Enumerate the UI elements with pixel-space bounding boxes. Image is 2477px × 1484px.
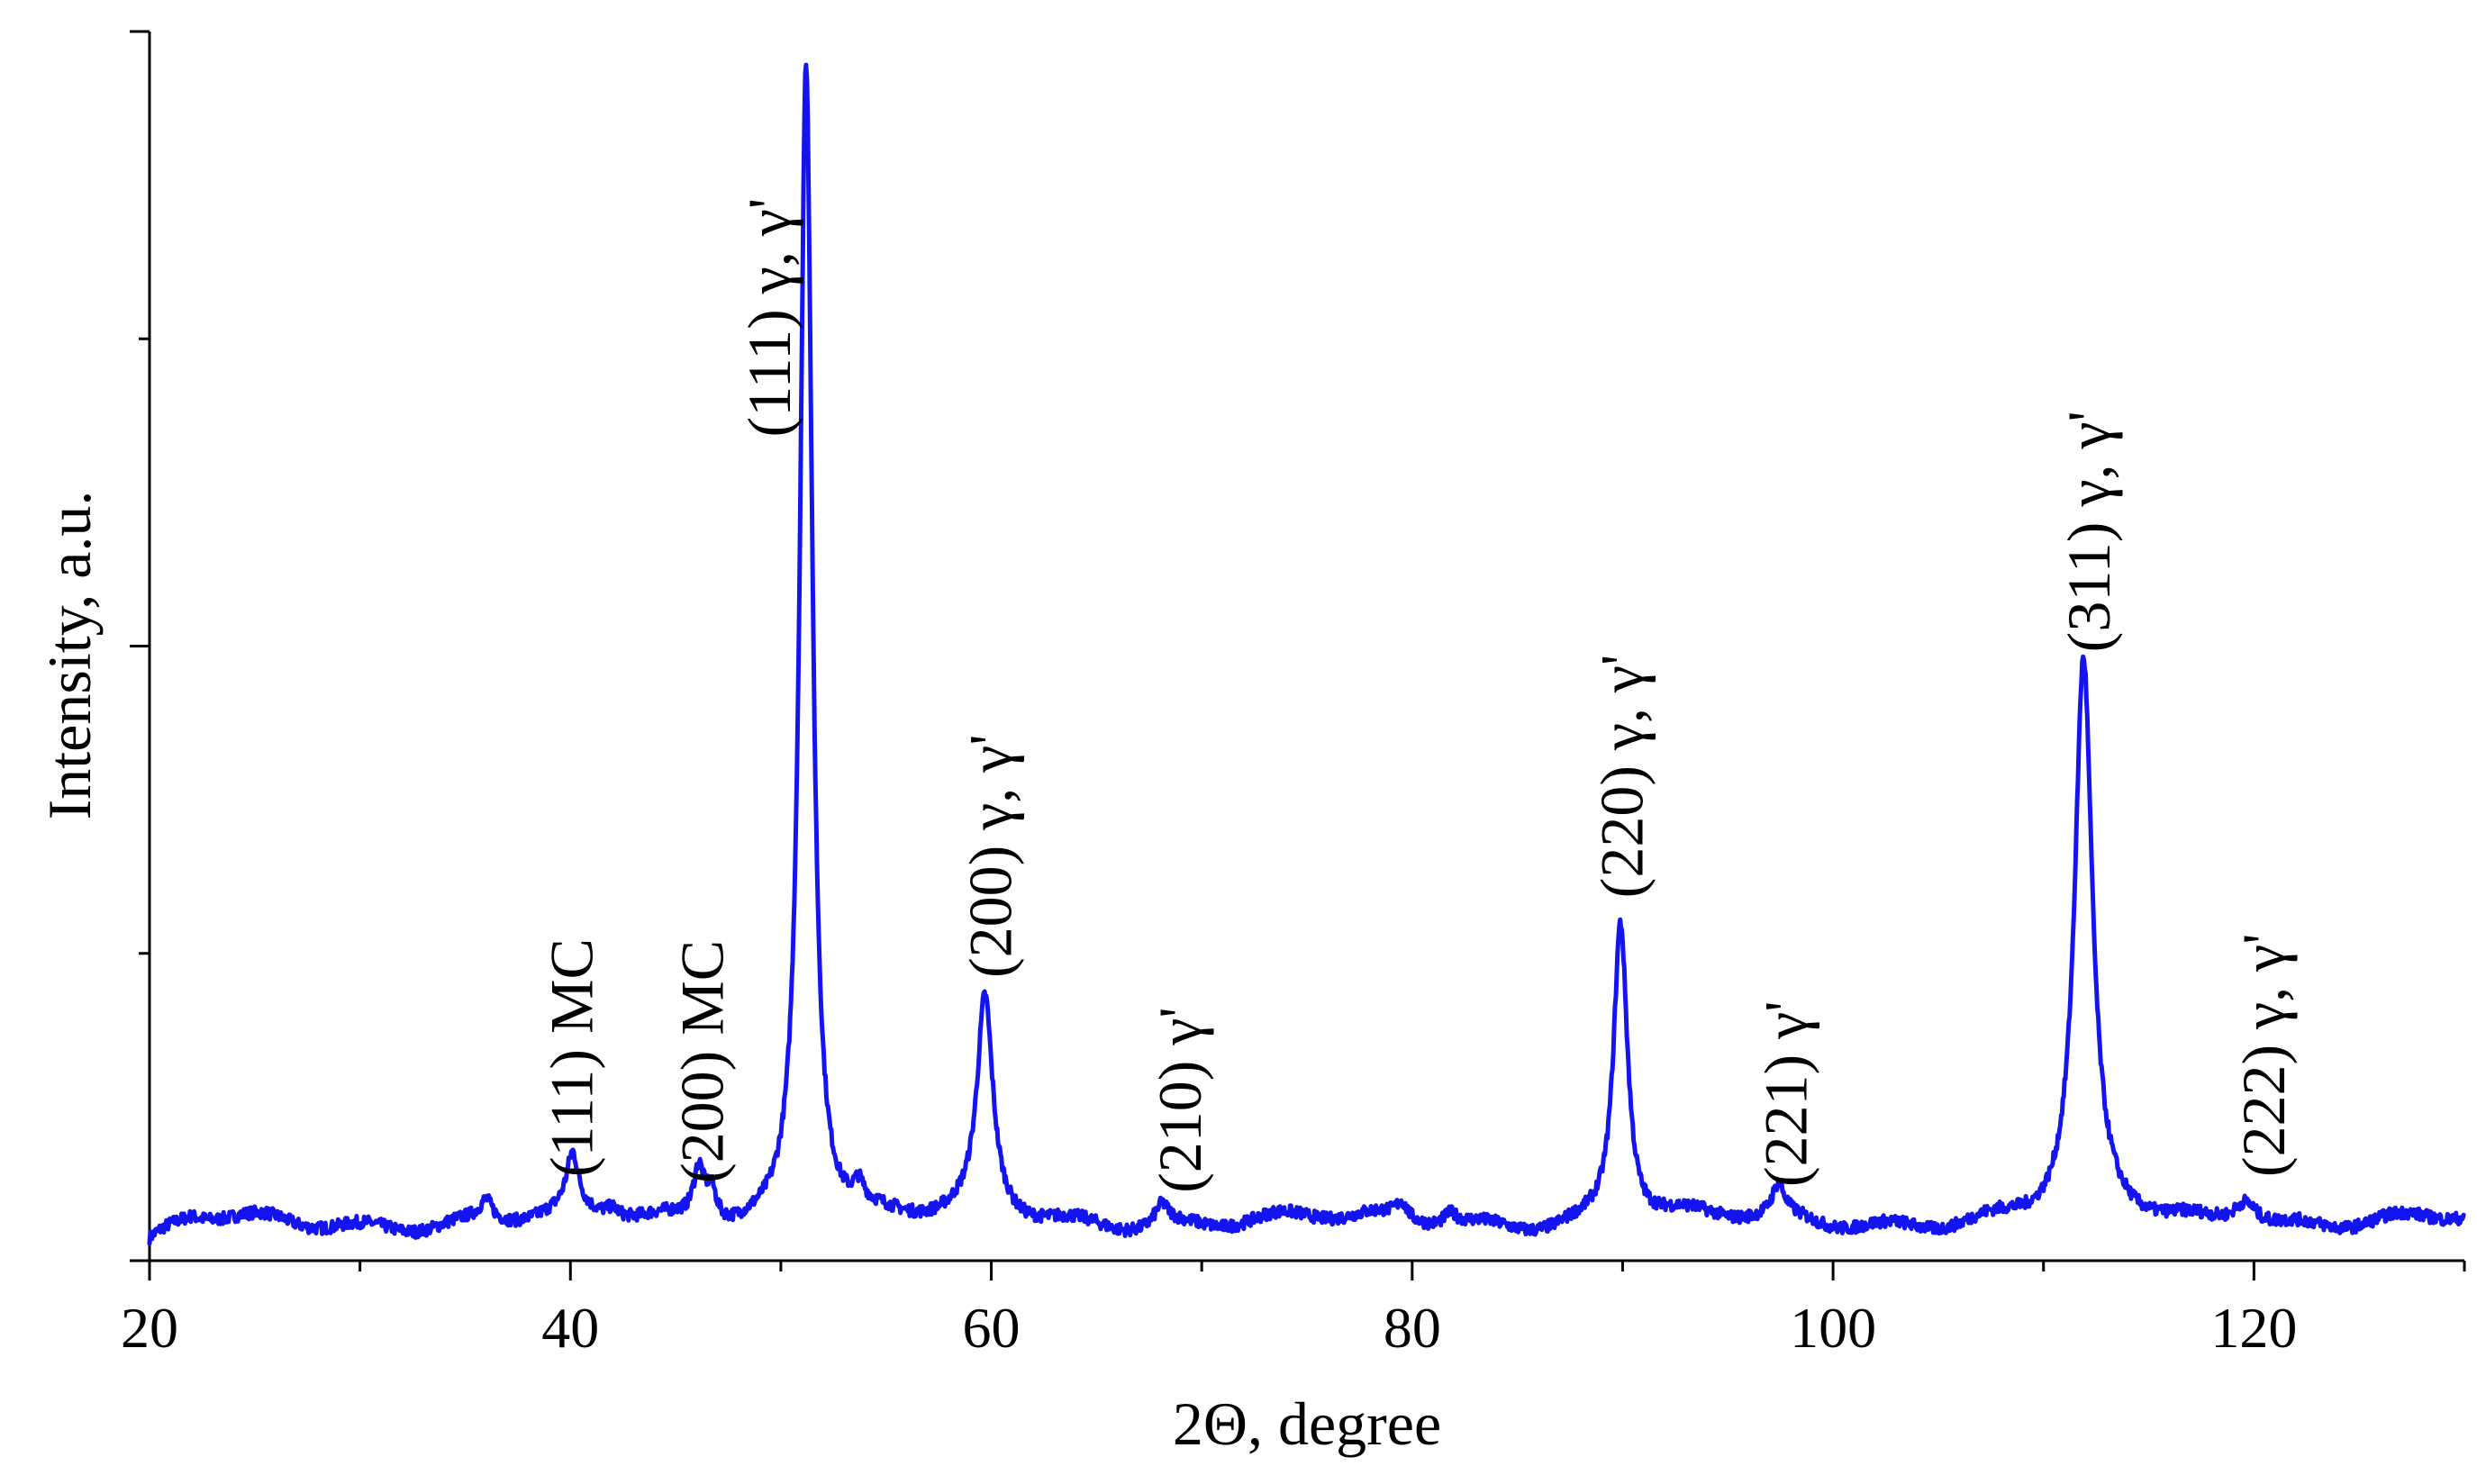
- x-tick-label: 80: [1384, 1296, 1441, 1360]
- x-axis-title: 2Θ, degree: [1173, 1389, 1441, 1458]
- x-tick-label: 40: [541, 1296, 599, 1360]
- diffraction-trace: [147, 62, 2466, 1246]
- axes: [130, 30, 2464, 1262]
- series-line: [147, 62, 2466, 1246]
- peak-label: (311) γ, γ': [2055, 411, 2123, 652]
- peak-label: (220) γ, γ': [1587, 655, 1656, 899]
- peak-labels: (111) MC (200) MC (111) γ, γ' (200) γ, γ' (2…: [538, 198, 2298, 1193]
- y-axis-title: Intensity, a.u.: [35, 491, 104, 820]
- peak-label: (111) γ, γ': [735, 198, 803, 438]
- x-tick-label: 100: [1790, 1296, 1876, 1360]
- x-tick-label: 60: [963, 1296, 1021, 1360]
- peak-label: (200) γ, γ': [957, 734, 1025, 978]
- peak-label: (221) γ': [1752, 1001, 1820, 1188]
- peak-label: (111) MC: [538, 938, 606, 1177]
- peak-label: (222) γ, γ': [2229, 934, 2298, 1178]
- peak-label: (200) MC: [667, 940, 736, 1183]
- x-tick-label: 120: [2210, 1296, 2297, 1360]
- peak-label: (210) γ': [1146, 1007, 1214, 1193]
- x-tick-label: 20: [121, 1296, 178, 1360]
- x-axis-ticks: 20 40 60 80 100 120: [121, 1261, 2466, 1360]
